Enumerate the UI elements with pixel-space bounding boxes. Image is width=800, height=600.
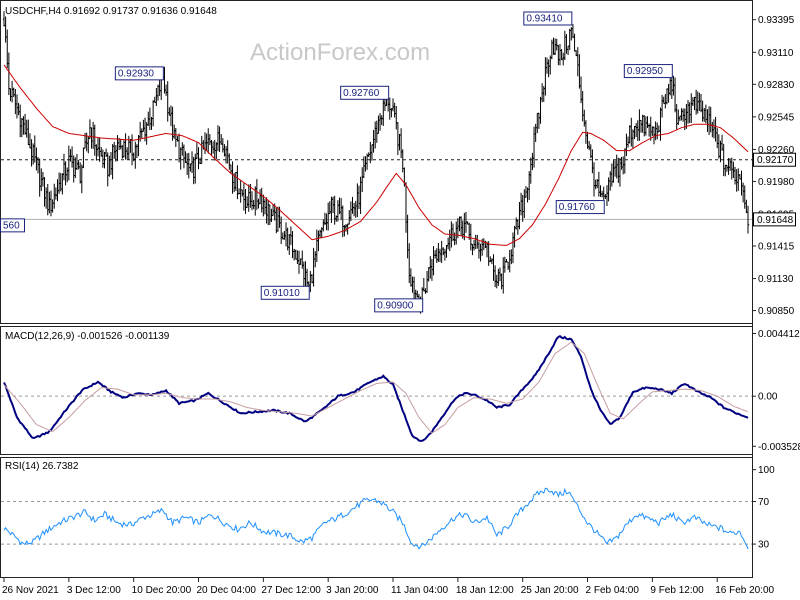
x-tick-label: 26 Nov 2021 <box>2 585 59 596</box>
price-ytick-label: 0.93395 <box>758 15 795 26</box>
price-ytick-label: 0.90850 <box>758 306 795 317</box>
macd-ytick-label: 0.004412 <box>758 329 800 340</box>
watermark: ActionForex.com <box>250 39 430 66</box>
x-tick-label: 16 Feb 20:00 <box>715 585 774 596</box>
price-ytick-label: 0.93110 <box>758 48 794 59</box>
x-tick-label: 3 Jan 20:00 <box>326 585 379 596</box>
price-bar <box>746 205 750 234</box>
price-ytick-label: 0.92260 <box>758 145 795 156</box>
annotation-label-1: 0.92930 <box>118 68 155 79</box>
price-level-box-0 <box>753 152 796 167</box>
x-tick-label: 27 Dec 12:00 <box>261 585 321 596</box>
price-panel-title: USDCHF,H4 0.91692 0.91737 0.91636 0.9164… <box>5 6 217 17</box>
rsi-ytick-label: 100 <box>758 465 775 476</box>
annotation-label-4: 0.90900 <box>377 300 414 311</box>
rsi-plot-layer <box>1 487 752 550</box>
price-level-box-1 <box>753 212 796 227</box>
rsi-panel-frame <box>0 457 753 578</box>
rsi-line <box>3 487 749 550</box>
annotation-box-3 <box>340 85 390 100</box>
annotation-label-5: 0.93410 <box>526 14 563 25</box>
annotation-label-6: 0.91760 <box>559 202 596 213</box>
macd-main-line <box>3 335 749 442</box>
annotation-box-6 <box>555 200 605 215</box>
price-plot-layer: 560 0.92930 0.91010 0.92760 0.90900 0.93410 0.… <box>0 11 752 314</box>
annotation-box-5 <box>523 11 573 26</box>
x-tick-label: 3 Dec 12:00 <box>67 585 121 596</box>
macd-ytick-label: 0.00 <box>758 392 778 403</box>
annotation-box-0 <box>0 218 25 233</box>
annotation-label-0: 560 <box>3 220 20 231</box>
rsi-ytick-label: 30 <box>758 540 770 551</box>
rsi-ytick-label: 70 <box>758 497 770 508</box>
rsi-panel-title: RSI(14) 26.7382 <box>5 461 79 472</box>
price-ytick-label: 0.92545 <box>758 112 795 123</box>
price-ytick-label: 0.91130 <box>758 274 794 285</box>
annotation-box-7 <box>623 64 673 79</box>
price-panel-frame <box>0 0 753 324</box>
price-ytick-label: 0.92830 <box>758 80 795 91</box>
x-tick-label: 10 Dec 20:00 <box>132 585 192 596</box>
price-level-label-1: 0.91648 <box>757 215 794 226</box>
macd-ytick-label: -0.003528 <box>758 442 800 453</box>
annotation-label-3: 0.92760 <box>343 88 380 99</box>
axis-labels-layer: 0.93395 0.93110 0.92830 0.92545 0.92260 0.919… <box>2 15 800 596</box>
macd-panel-title: MACD(12,26,9) -0.001526 -0.001139 <box>5 331 170 342</box>
price-ytick-label: 0.91980 <box>758 177 795 188</box>
annotation-box-4 <box>374 298 424 313</box>
annotation-label-2: 0.91010 <box>264 288 301 299</box>
price-ytick-label: 0.91415 <box>758 242 795 253</box>
x-tick-label: 18 Jan 12:00 <box>456 585 514 596</box>
x-tick-label: 9 Feb 12:00 <box>650 585 704 596</box>
annotation-box-2 <box>260 285 310 300</box>
annotation-label-7: 0.92950 <box>627 66 664 77</box>
price-level-label-0: 0.92170 <box>757 155 794 166</box>
annotation-box-1 <box>114 66 164 81</box>
macd-panel-frame <box>0 326 753 455</box>
x-tick-label: 11 Jan 04:00 <box>391 585 449 596</box>
macd-signal-line <box>3 341 749 434</box>
x-tick-label: 25 Jan 20:00 <box>521 585 579 596</box>
macd-plot-layer <box>1 335 752 442</box>
price-moving-average-line <box>3 64 749 246</box>
x-tick-label: 20 Dec 04:00 <box>197 585 257 596</box>
x-tick-label: 2 Feb 04:00 <box>586 585 640 596</box>
